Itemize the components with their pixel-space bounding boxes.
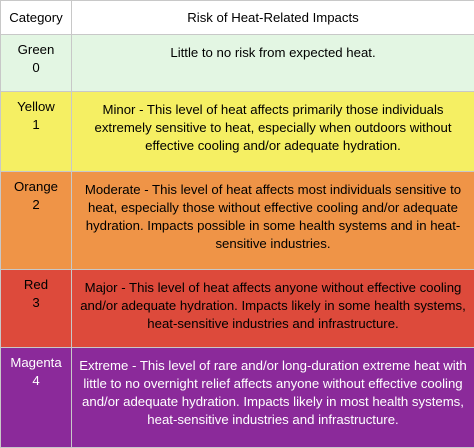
risk-description: Major - This level of heat affects anyon…	[72, 270, 474, 348]
category-name: Green	[5, 41, 67, 59]
category-level: 1	[5, 116, 67, 134]
category-name: Yellow	[5, 98, 67, 116]
risk-description: Extreme - This level of rare and/or long…	[72, 348, 474, 448]
category-cell: Green 0	[1, 35, 72, 92]
category-cell: Red 3	[1, 270, 72, 348]
category-cell: Yellow 1	[1, 92, 72, 172]
category-name: Magenta	[5, 354, 67, 372]
category-level: 3	[5, 294, 67, 312]
category-name: Red	[5, 276, 67, 294]
category-level: 4	[5, 372, 67, 390]
table-row: Red 3 Major - This level of heat affects…	[1, 270, 474, 348]
table-row: Yellow 1 Minor - This level of heat affe…	[1, 92, 474, 172]
risk-description: Little to no risk from expected heat.	[72, 35, 474, 92]
category-cell: Magenta 4	[1, 348, 72, 448]
table-row: Orange 2 Moderate - This level of heat a…	[1, 172, 474, 270]
category-level: 0	[5, 59, 67, 77]
risk-column-header: Risk of Heat-Related Impacts	[72, 1, 474, 35]
risk-description: Moderate - This level of heat affects mo…	[72, 172, 474, 270]
risk-description: Minor - This level of heat affects prima…	[72, 92, 474, 172]
category-name: Orange	[5, 178, 67, 196]
table-row: Green 0 Little to no risk from expected …	[1, 35, 474, 92]
table-header-row: Category Risk of Heat-Related Impacts	[1, 1, 474, 35]
category-column-header: Category	[1, 1, 72, 35]
category-cell: Orange 2	[1, 172, 72, 270]
category-level: 2	[5, 196, 67, 214]
table-row: Magenta 4 Extreme - This level of rare a…	[1, 348, 474, 448]
